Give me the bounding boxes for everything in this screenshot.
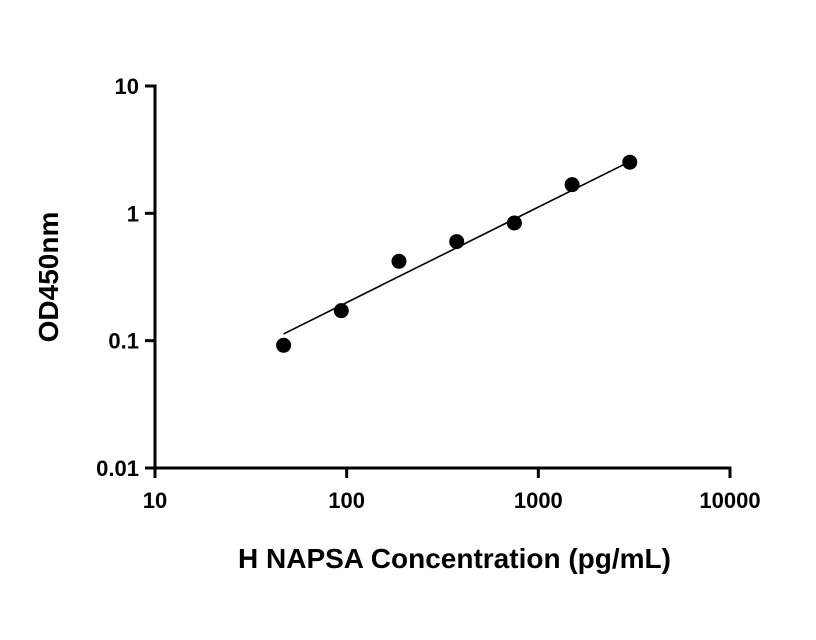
y-tick-label: 1	[127, 201, 139, 226]
x-tick-label: 100	[328, 488, 365, 513]
data-point	[391, 253, 407, 269]
data-point	[276, 337, 292, 353]
data-point	[564, 177, 580, 193]
y-tick-label: 0.01	[96, 456, 139, 481]
x-axis-title: H NAPSA Concentration (pg/mL)	[238, 543, 671, 574]
y-tick-label: 10	[115, 74, 139, 99]
x-tick-label: 1000	[514, 488, 563, 513]
y-tick-label: 0.1	[108, 329, 139, 354]
data-point	[506, 215, 522, 231]
x-tick-label: 10000	[699, 488, 760, 513]
x-tick-label: 10	[143, 488, 167, 513]
data-point	[622, 154, 638, 170]
data-points	[276, 154, 638, 353]
data-point	[449, 234, 465, 250]
ticks: 0.01 0.1 1 10 10 100 1000 10000	[96, 74, 760, 513]
data-point	[333, 303, 349, 319]
y-axis-title: OD450nm	[33, 212, 64, 343]
axes	[153, 84, 732, 470]
